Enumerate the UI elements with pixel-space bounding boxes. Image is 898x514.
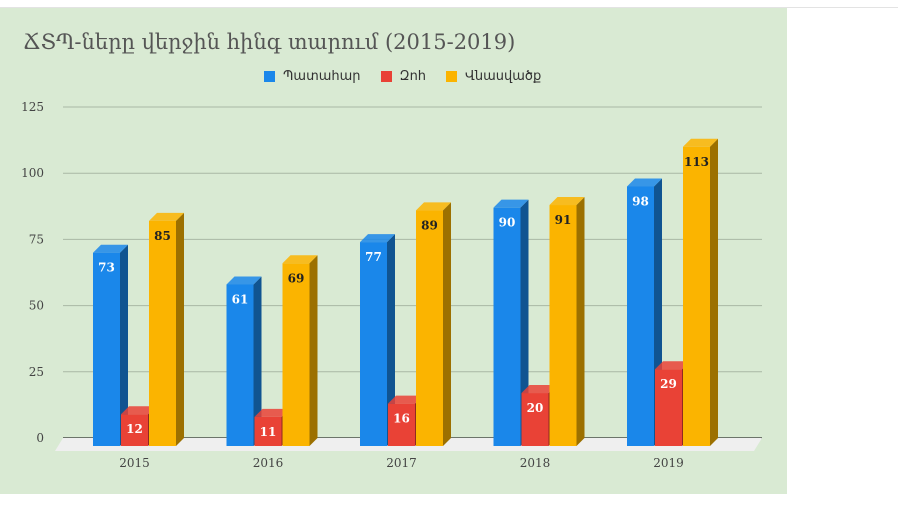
x-tick-label: 2015 — [119, 456, 150, 470]
bar-front — [416, 210, 443, 446]
bar-top — [521, 385, 557, 394]
data-label: 61 — [232, 292, 249, 306]
data-label: 29 — [660, 377, 677, 391]
top-border-line — [0, 7, 898, 8]
bar — [282, 255, 318, 446]
chart-title: ՃՏՊ-ները վերջին հինգ տարում (2015-2019) — [23, 30, 516, 54]
data-label: 77 — [365, 250, 382, 264]
bar-side — [443, 202, 451, 446]
bar-front — [254, 416, 282, 446]
x-tick-label: 2016 — [253, 456, 284, 470]
bar-top — [282, 255, 318, 264]
bar-front — [521, 393, 549, 446]
data-label: 16 — [393, 412, 410, 426]
bar-front — [93, 252, 120, 446]
bar-side — [576, 197, 585, 446]
legend-swatch — [380, 71, 392, 82]
data-label: 85 — [154, 229, 171, 243]
bar-side — [710, 138, 718, 446]
bar-top — [149, 212, 184, 221]
bar — [416, 202, 451, 446]
legend-swatch — [446, 71, 458, 82]
data-label: 113 — [684, 155, 709, 169]
y-tick-label: 50 — [29, 299, 44, 313]
bar-top — [388, 395, 423, 404]
bar-side — [520, 199, 529, 446]
data-label: 89 — [421, 218, 438, 232]
data-label: 11 — [260, 425, 277, 439]
data-label: 69 — [288, 271, 305, 285]
legend-item: Պատահար — [264, 69, 361, 84]
bar-top — [655, 361, 690, 370]
x-tick-label: 2018 — [520, 456, 551, 470]
bar-top — [93, 244, 128, 253]
bar — [549, 197, 585, 446]
bar — [493, 199, 529, 446]
legend-item: Վնասվածք — [446, 69, 541, 84]
data-label: 90 — [499, 216, 516, 230]
bar-side — [176, 212, 184, 446]
x-tick-label: 2019 — [653, 456, 684, 470]
bar-front — [683, 146, 710, 446]
legend-swatch — [264, 71, 275, 82]
bar — [683, 138, 718, 446]
bar — [93, 244, 128, 446]
bar — [149, 212, 184, 446]
bar-top — [549, 197, 585, 206]
bar — [226, 276, 262, 446]
bar — [360, 234, 395, 446]
bar-front — [360, 242, 387, 446]
bar-front — [388, 403, 415, 446]
bar-front — [549, 205, 577, 446]
data-label: 73 — [98, 261, 115, 275]
y-tick-label: 125 — [21, 100, 44, 114]
bar-top — [493, 199, 529, 208]
legend-label: Վնասվածք — [465, 69, 542, 84]
y-tick-label: 75 — [29, 232, 44, 246]
data-label: 98 — [632, 194, 649, 208]
bar-top — [254, 408, 290, 417]
bar-front — [226, 284, 254, 446]
bar-side — [387, 234, 395, 446]
bar-front — [655, 369, 682, 446]
y-tick-label: 25 — [29, 365, 44, 379]
y-tick-label: 0 — [36, 431, 44, 445]
data-label: 91 — [555, 213, 572, 227]
data-label: 12 — [126, 422, 143, 436]
bar-top — [683, 138, 718, 147]
data-label: 20 — [527, 401, 544, 415]
bar-front — [149, 220, 176, 446]
bar-top — [416, 202, 451, 211]
bar-top — [627, 178, 662, 187]
bar-front — [121, 414, 148, 446]
bar-front — [493, 207, 521, 446]
legend: Պատահար Զոհ Վնասվածք — [264, 69, 541, 84]
bar-front — [627, 186, 654, 446]
bar-front — [282, 263, 310, 446]
x-tick-label: 2017 — [386, 456, 417, 470]
bar-side — [253, 276, 262, 446]
bar-top — [226, 276, 262, 285]
y-tick-label: 100 — [21, 166, 44, 180]
bar-top — [360, 234, 395, 243]
legend-item: Զոհ — [380, 69, 427, 84]
bar-side — [120, 244, 128, 446]
bar-side — [309, 255, 318, 446]
legend-label: Պատահար — [283, 69, 361, 84]
legend-label: Զոհ — [399, 69, 427, 84]
bar-top — [121, 406, 156, 415]
